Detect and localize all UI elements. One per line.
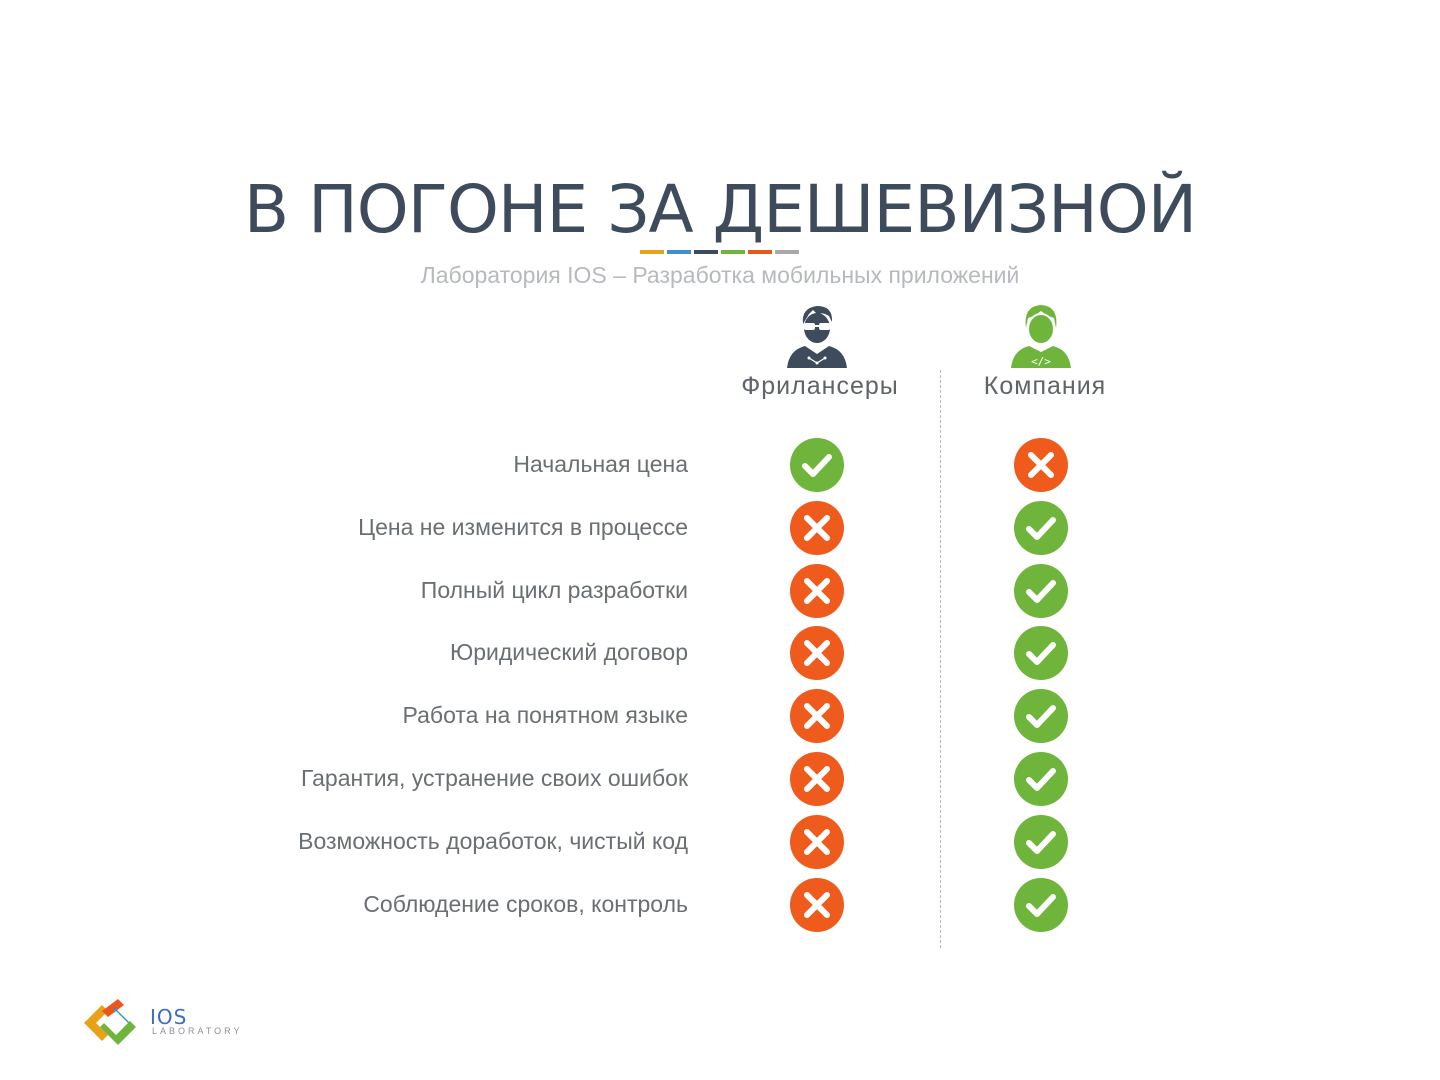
ios-laboratory-logo <box>84 999 136 1045</box>
slide-title: В ПОГОНЕ ЗА ДЕШЕВИЗНОЙ <box>243 171 1197 248</box>
title-stripe <box>748 250 772 254</box>
column-divider <box>940 370 941 948</box>
check-icon <box>1013 814 1069 870</box>
title-stripe <box>640 250 664 254</box>
check-icon <box>1013 688 1069 744</box>
svg-text:</>: </> <box>1031 355 1051 368</box>
title-stripe <box>694 250 718 254</box>
column-header-company: Компания <box>983 372 1107 400</box>
row-label: Цена не изменится в процессе <box>358 513 688 540</box>
check-icon <box>1013 500 1069 556</box>
title-stripe <box>667 250 691 254</box>
cross-icon <box>789 500 845 556</box>
logo-subtext: LABORATORY <box>152 1026 243 1036</box>
cross-icon <box>789 877 845 933</box>
check-icon <box>1013 625 1069 681</box>
check-icon <box>1013 877 1069 933</box>
check-icon <box>1013 563 1069 619</box>
cross-icon <box>789 688 845 744</box>
check-icon <box>789 437 845 493</box>
row-label: Полный цикл разработки <box>420 576 688 603</box>
developer-avatar-icon: </> <box>1011 305 1071 368</box>
slide-subtitle: Лаборатория IOS – Разработка мобильных п… <box>420 262 1020 288</box>
column-header-freelancers: Фрилансеры <box>741 372 899 400</box>
row-label: Возможность доработок, чистый код <box>298 827 688 854</box>
check-icon <box>1013 751 1069 807</box>
title-stripe <box>721 250 745 254</box>
title-stripe <box>775 250 799 254</box>
cross-icon <box>789 751 845 807</box>
row-label: Соблюдение сроков, контроль <box>363 890 688 917</box>
cross-icon <box>1013 437 1069 493</box>
row-label: Юридический договор <box>450 639 688 666</box>
cross-icon <box>789 625 845 681</box>
cross-icon <box>789 814 845 870</box>
logo-text: IOS <box>150 1005 188 1029</box>
row-label: Начальная цена <box>513 451 688 477</box>
cross-icon <box>789 563 845 619</box>
row-label: Работа на понятном языке <box>402 702 688 729</box>
freelancer-avatar-icon <box>787 306 847 368</box>
row-label: Гарантия, устранение своих ошибок <box>300 765 688 791</box>
title-underline-stripes <box>640 250 799 254</box>
